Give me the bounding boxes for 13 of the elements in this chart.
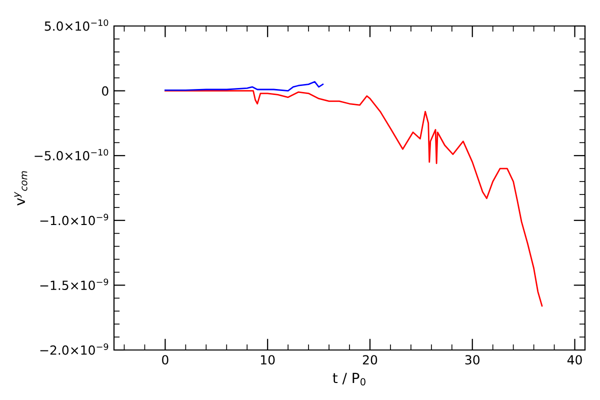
y-axis-title: v$^{y}$$_{com}$ — [14, 171, 28, 206]
x-tick-label: 10 — [261, 355, 275, 365]
y-tick-label: −5.0×10$^{−10}$ — [34, 148, 108, 160]
y-tick-label: 5.0×10$^{−10}$ — [44, 19, 108, 31]
x-axis-title: t / P$_{0}$ — [332, 372, 366, 386]
x-tick-label: 30 — [465, 355, 480, 365]
x-tick-label: 20 — [362, 355, 378, 365]
y-tick-label: −1.5×10$^{−9}$ — [40, 278, 108, 290]
y-tick-label: 0 — [102, 86, 108, 96]
x-tick-label: 0 — [162, 355, 168, 365]
y-tick-label: −2.0×10$^{−9}$ — [40, 343, 108, 355]
y-tick-label: −1.0×10$^{−9}$ — [40, 214, 108, 226]
x-tick-label: 40 — [567, 355, 582, 365]
